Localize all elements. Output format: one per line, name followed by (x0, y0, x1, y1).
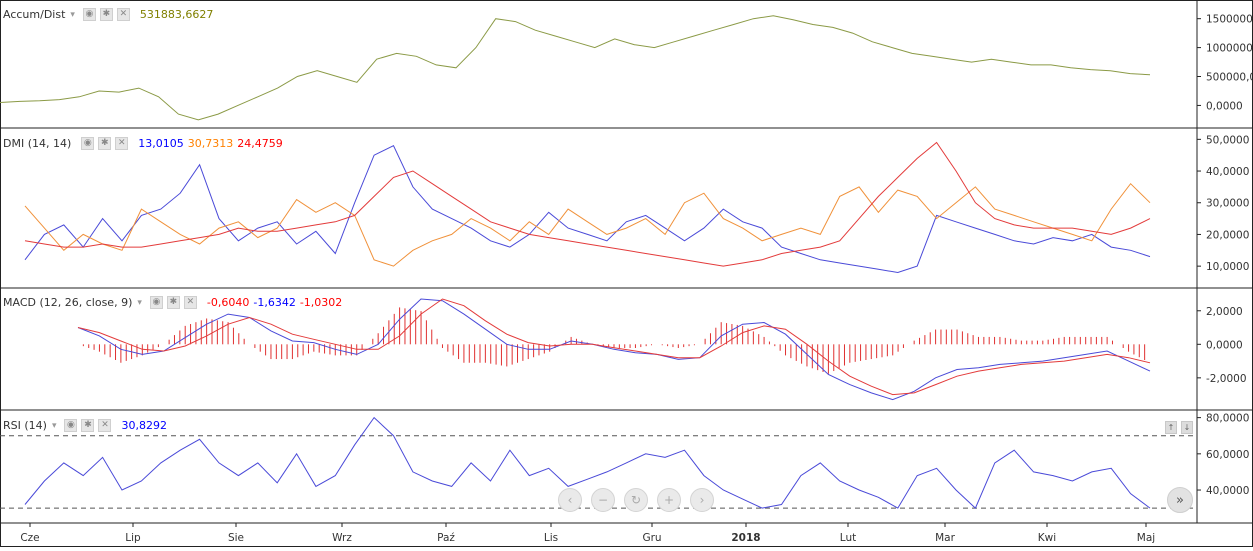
axis-tick-label: 30,0000 (1206, 198, 1249, 210)
time-tick-label: Cze (20, 532, 39, 544)
pane-up-icon[interactable]: ↑ (1165, 421, 1177, 434)
time-tick-label: Gru (642, 532, 661, 544)
zoom-in-icon[interactable]: + (657, 488, 681, 512)
legend-name: DMI (14, 14) (3, 137, 72, 150)
legend-value: 13,0105 (138, 137, 184, 150)
legend-value: 531883,6627 (139, 8, 214, 21)
gear-icon[interactable]: ✱ (98, 137, 112, 150)
right-arrow-icon[interactable]: › (690, 488, 714, 512)
legend-rsi[interactable]: RSI (14) ▾ ◉ ✱ ✕ 30,8292 (3, 419, 167, 432)
navigation-controls: ‹ − ↻ + › (558, 488, 714, 512)
zoom-out-icon[interactable]: − (591, 488, 615, 512)
axis-tick-label: 1500000, (1206, 14, 1253, 26)
visibility-icon[interactable]: ◉ (81, 137, 95, 150)
legend-name: MACD (12, 26, close, 9) (3, 296, 133, 309)
axis-tick-label: 80,0000 (1206, 413, 1249, 425)
series-line (24, 141, 1151, 267)
time-tick-label: 2018 (731, 532, 760, 544)
time-tick-label: Mar (935, 532, 955, 544)
legend-name: Accum/Dist (3, 8, 66, 21)
reset-icon[interactable]: ↻ (624, 488, 648, 512)
legend-macd[interactable]: MACD (12, 26, close, 9) ▾ ◉ ✱ ✕ -0,6040 … (3, 296, 342, 309)
time-tick-label: Lut (840, 532, 856, 544)
visibility-icon[interactable]: ◉ (82, 8, 96, 21)
axis-tick-label: 40,0000 (1206, 166, 1249, 178)
chevron-down-icon[interactable]: ▾ (137, 297, 142, 308)
visibility-icon[interactable]: ◉ (64, 419, 78, 432)
close-icon[interactable]: ✕ (183, 296, 197, 309)
close-icon[interactable]: ✕ (98, 419, 112, 432)
axis-tick-label: -2,0000 (1206, 373, 1247, 385)
axis-tick-label: 0,0000 (1206, 339, 1243, 351)
legend-name: RSI (14) (3, 419, 47, 432)
axis-tick-label: 20,0000 (1206, 229, 1249, 241)
time-tick-label: Lis (544, 532, 558, 544)
legend-value: 30,7313 (187, 137, 234, 150)
legend-value: -1,6342 (253, 296, 296, 309)
scroll-to-end-icon[interactable]: » (1167, 487, 1193, 513)
left-arrow-icon[interactable]: ‹ (558, 488, 582, 512)
gear-icon[interactable]: ✱ (99, 8, 113, 21)
series-line (24, 145, 1151, 274)
visibility-icon[interactable]: ◉ (149, 296, 163, 309)
legend-accum-dist[interactable]: Accum/Dist ▾ ◉ ✱ ✕ 531883,6627 (3, 8, 213, 21)
time-tick-label: Sie (228, 532, 244, 544)
axis-tick-label: 10,0000 (1206, 261, 1249, 273)
axis-tick-label: 2,0000 (1206, 306, 1243, 318)
chevron-down-icon[interactable]: ▾ (70, 9, 75, 20)
legend-value: -1,0302 (299, 296, 343, 309)
axis-tick-label: 60,0000 (1206, 449, 1249, 461)
axis-tick-label: 0,0000 (1206, 100, 1243, 112)
axis-tick-label: 40,0000 (1206, 485, 1249, 497)
chevron-down-icon[interactable]: ▾ (51, 420, 57, 431)
pane-down-icon[interactable]: ↓ (1181, 421, 1193, 434)
series-line (0, 15, 1151, 121)
axis-tick-label: 500000,0 (1206, 72, 1253, 84)
legend-dmi[interactable]: DMI (14, 14) ◉ ✱ ✕ 13,0105 30,7313 24,47… (3, 137, 283, 150)
close-icon[interactable]: ✕ (115, 137, 129, 150)
series-line (24, 182, 1151, 267)
axis-tick-label: 1000000, (1206, 43, 1253, 55)
close-icon[interactable]: ✕ (116, 8, 130, 21)
legend-value: -0,6040 (206, 296, 250, 309)
series-line (77, 298, 1151, 396)
axis-tick-label: 50,0000 (1206, 134, 1249, 146)
time-tick-label: Maj (1137, 532, 1155, 544)
series-line (77, 298, 1151, 401)
gear-icon[interactable]: ✱ (166, 296, 180, 309)
legend-value: 30,8292 (121, 419, 167, 432)
time-tick-label: Kwi (1038, 532, 1056, 544)
legend-value: 24,4759 (237, 137, 283, 150)
time-tick-label: Paź (437, 532, 455, 544)
gear-icon[interactable]: ✱ (81, 419, 95, 432)
time-tick-label: Lip (125, 532, 141, 544)
time-tick-label: Wrz (332, 532, 352, 544)
series-line (24, 416, 1151, 509)
